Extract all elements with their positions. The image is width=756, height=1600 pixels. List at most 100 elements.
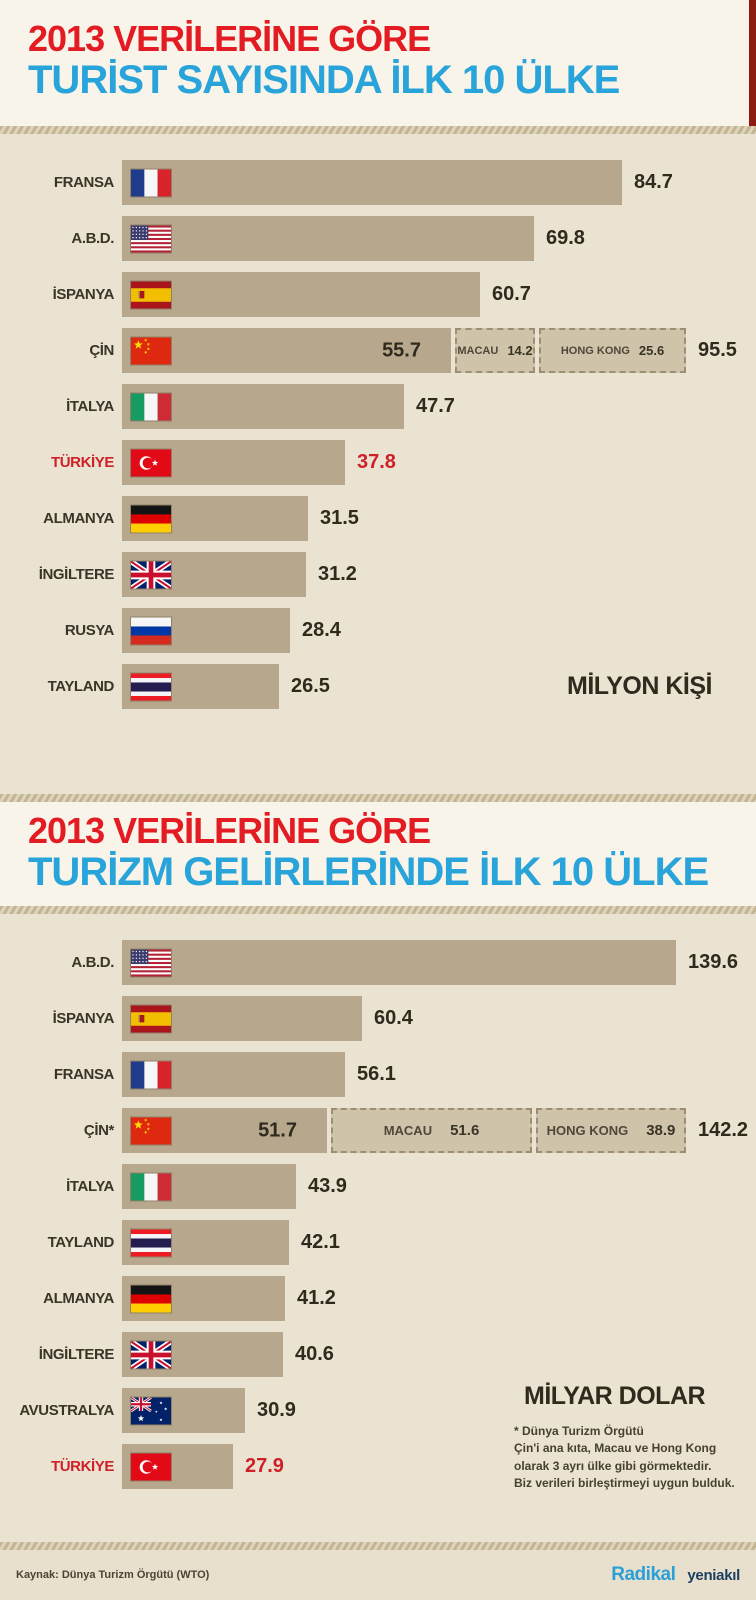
bar-area: 31.5 — [122, 496, 744, 541]
flag-cn-icon — [131, 1117, 171, 1144]
extension-label: HONG KONG — [546, 1123, 629, 1138]
bar-area: 40.6 — [122, 1332, 744, 1377]
footer: Kaynak: Dünya Turizm Örgütü (WTO) Radika… — [0, 1550, 756, 1600]
bar-total-value: 40.6 — [295, 1343, 334, 1365]
flag-ru-icon — [131, 617, 171, 644]
bar-total-value: 26.5 — [291, 675, 330, 697]
radikal-logo: Radikal — [611, 1564, 676, 1585]
bar-value: 55.7 — [382, 339, 421, 361]
country-label: RUSYA — [64, 622, 115, 639]
flag-th-icon — [131, 673, 171, 700]
bar-row: TÜRKİYE 37.8 — [12, 440, 744, 485]
country-label: ÇİN — [89, 342, 114, 359]
bar-row: AVUSTRALYA 30.9 — [12, 1388, 744, 1433]
bar-row: RUSYA 28.4 — [12, 608, 744, 653]
bar-row: ALMANYA 41.2 — [12, 1276, 744, 1321]
flag-fr-icon — [131, 1061, 171, 1088]
tourist-count-chart: FRANSA 84.7 A.B.D. 69.8 İSPANYA 60.7 ÇİN 55.7 MA… — [0, 134, 756, 794]
bar-total-value: 60.4 — [374, 1007, 413, 1029]
flag-gb-icon — [131, 1341, 171, 1368]
bar-area: 26.5 — [122, 664, 744, 709]
bar-rows: FRANSA 84.7 A.B.D. 69.8 İSPANYA 60.7 ÇİN 55.7 MA… — [12, 160, 744, 709]
flag-us-icon — [131, 949, 171, 976]
extension-box: MACAU 14.2 — [455, 328, 535, 373]
divider-stripe — [0, 794, 756, 802]
bar-area: 51.7 MACAU 51.6 HONG KONG 38.9 142.2 — [122, 1108, 748, 1153]
bar-area: 27.9 — [122, 1444, 744, 1489]
extension-box: HONG KONG 25.6 — [539, 328, 686, 373]
unit-label-million-people: MİLYON KİŞİ — [567, 672, 713, 700]
bar-total-value: 43.9 — [308, 1175, 347, 1197]
revenue-chart-title: 2013 VERİLERİNE GÖRE — [28, 810, 431, 851]
country-label: A.B.D. — [71, 230, 114, 247]
country-label: İSPANYA — [52, 1010, 115, 1027]
value-bar — [122, 1052, 345, 1097]
value-bar — [122, 1220, 289, 1265]
country-label: TÜRKİYE — [50, 454, 114, 471]
value-bar — [122, 552, 306, 597]
value-bar — [122, 1388, 245, 1433]
bar-total-value: 47.7 — [416, 395, 455, 417]
bar-row: A.B.D. 139.6 — [12, 940, 744, 985]
bar-rows: A.B.D. 139.6 İSPANYA 60.4 FRANSA 56.1 ÇİN* 51.7… — [12, 940, 748, 1489]
value-bar — [122, 1332, 283, 1377]
extension-value: 14.2 — [507, 343, 533, 358]
flag-tr-icon — [131, 449, 171, 476]
revenue-chart-subtitle: TURİZM GELİRLERİNDE İLK 10 ÜLKE — [28, 849, 709, 894]
bar-area: 30.9 — [122, 1388, 744, 1433]
country-label: TAYLAND — [47, 1234, 115, 1251]
value-bar — [122, 1444, 233, 1489]
country-label: ÇİN* — [83, 1122, 114, 1139]
bar-total-value: 37.8 — [357, 451, 396, 473]
bar-area: 56.1 — [122, 1052, 744, 1097]
bar-row: İSPANYA 60.7 — [12, 272, 744, 317]
country-label: AVUSTRALYA — [19, 1402, 114, 1419]
unit-label-billion-dollars: MİLYAR DOLAR — [524, 1382, 706, 1410]
country-label: ALMANYA — [43, 510, 114, 527]
bar-total-value: 30.9 — [257, 1399, 296, 1421]
revenue-chart-header: 2013 VERİLERİNE GÖRE TURİZM GELİRLERİNDE… — [0, 802, 756, 906]
flag-de-icon — [131, 505, 171, 532]
extension-box: HONG KONG 38.9 — [536, 1108, 686, 1153]
bar-area: 47.7 — [122, 384, 744, 429]
divider-stripe — [0, 126, 756, 134]
flag-cn-icon — [131, 337, 171, 364]
bar-total-value: 42.1 — [301, 1231, 340, 1253]
header-right-accent — [749, 0, 756, 126]
country-label: İSPANYA — [52, 286, 115, 303]
value-bar — [122, 384, 404, 429]
bar-row: İNGİLTERE 31.2 — [12, 552, 744, 597]
bar-total-value: 139.6 — [688, 951, 739, 973]
bar-area: 28.4 — [122, 608, 744, 653]
bar-total-value: 27.9 — [245, 1455, 284, 1477]
bar-area: 43.9 — [122, 1164, 744, 1209]
country-label: TAYLAND — [47, 678, 115, 695]
value-bar — [122, 216, 534, 261]
value-bar — [122, 1164, 296, 1209]
extension-label: HONG KONG — [560, 344, 630, 357]
country-label: A.B.D. — [71, 954, 114, 971]
extension-label: MACAU — [383, 1123, 433, 1138]
country-label: FRANSA — [53, 174, 115, 191]
bar-total-value: 142.2 — [698, 1119, 749, 1141]
flag-fr-icon — [131, 169, 171, 196]
source-credit: Kaynak: Dünya Turizm Örgütü (WTO) — [16, 1569, 210, 1581]
extension-label: MACAU — [457, 344, 499, 357]
flag-tr-icon — [131, 1453, 171, 1480]
divider-stripe — [0, 906, 756, 914]
bar-row: FRANSA 56.1 — [12, 1052, 744, 1097]
bar-total-value: 56.1 — [357, 1063, 396, 1085]
country-label: İTALYA — [66, 398, 114, 415]
country-label: TÜRKİYE — [50, 1458, 114, 1475]
bar-total-value: 60.7 — [492, 283, 531, 305]
bar-total-value: 31.2 — [318, 563, 357, 585]
value-bar — [122, 664, 279, 709]
extension-value: 51.6 — [450, 1122, 480, 1139]
flag-it-icon — [131, 393, 171, 420]
bar-area: 69.8 — [122, 216, 744, 261]
bar-total-value: 28.4 — [302, 619, 341, 641]
value-bar — [122, 1276, 285, 1321]
value-bar — [122, 440, 345, 485]
flag-es-icon — [131, 1005, 171, 1032]
